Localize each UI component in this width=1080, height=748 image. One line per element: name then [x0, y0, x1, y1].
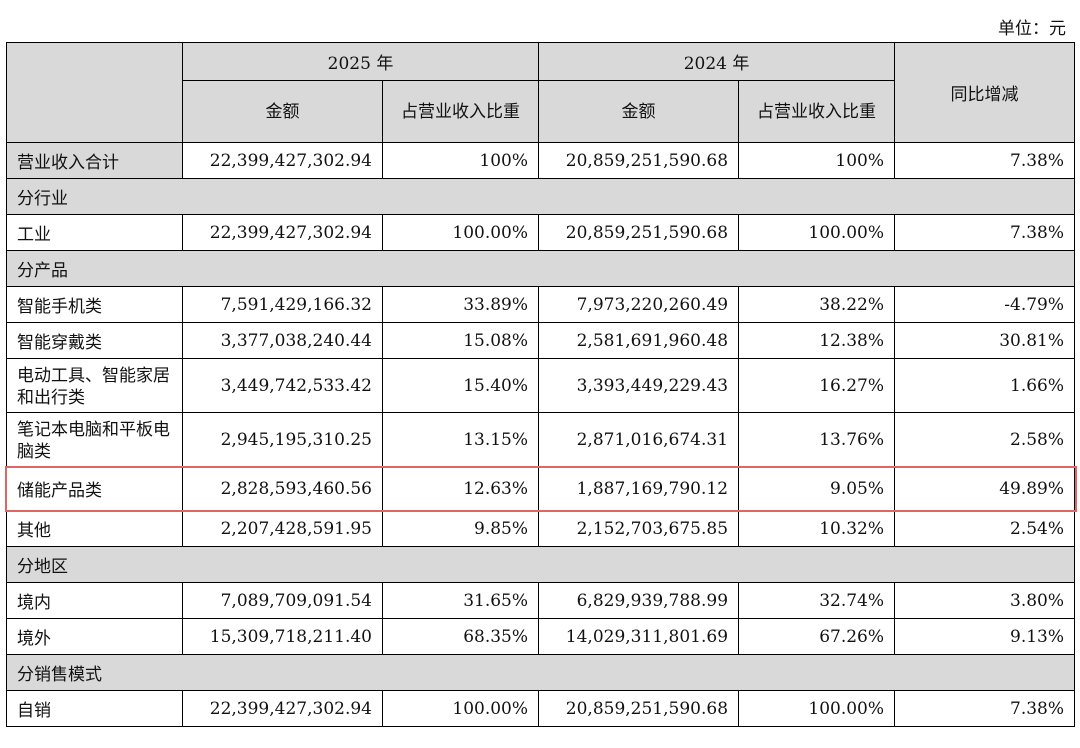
- row-label: 境内: [6, 582, 183, 619]
- header-year-2024: 2024 年: [538, 42, 896, 81]
- amount-2025: 22,399,427,302.94: [182, 690, 383, 727]
- row-label: 自销: [6, 690, 183, 727]
- header-yoy: 同比增减: [894, 42, 1076, 143]
- amount-2025: 22,399,427,302.94: [182, 142, 383, 179]
- yoy: 49.89%: [894, 466, 1076, 511]
- amount-2024: 2,871,016,674.31: [538, 412, 740, 467]
- ratio-2024: 12.38%: [738, 322, 896, 359]
- row-label: 智能手机类: [6, 286, 183, 323]
- table-row-total: 营业收入合计 22,399,427,302.94 100% 20,859,251…: [6, 142, 1076, 179]
- ratio-2024: 32.74%: [738, 582, 896, 619]
- section-label: 分销售模式: [5, 654, 1076, 691]
- section-label: 分地区: [5, 546, 1076, 583]
- ratio-2024: 10.32%: [738, 510, 896, 547]
- header-amount-2024: 金额: [538, 80, 740, 143]
- ratio-2025: 100.00%: [381, 214, 540, 251]
- table-row-smartphone: 智能手机类 7,591,429,166.32 33.89% 7,973,220,…: [6, 286, 1076, 323]
- section-region: 分地区: [5, 546, 1076, 583]
- yoy: 30.81%: [894, 322, 1076, 359]
- header-year-2025: 2025 年: [181, 42, 540, 81]
- table-row-direct: 自销 22,399,427,302.94 100.00% 20,859,251,…: [6, 690, 1076, 727]
- table-row-overseas: 境外 15,309,718,211.40 68.35% 14,029,311,8…: [6, 618, 1076, 655]
- ratio-2025: 100%: [381, 142, 540, 179]
- ratio-2025: 15.08%: [381, 322, 540, 359]
- amount-2024: 20,859,251,590.68: [538, 142, 740, 179]
- ratio-2025: 100.00%: [381, 690, 540, 727]
- amount-2024: 20,859,251,590.68: [538, 214, 740, 251]
- table-row-tools: 电动工具、智能家居和出行类 3,449,742,533.42 15.40% 3,…: [6, 358, 1076, 413]
- yoy: 7.38%: [894, 214, 1076, 251]
- yoy: 9.13%: [894, 618, 1076, 655]
- amount-2024: 2,152,703,675.85: [538, 510, 740, 547]
- ratio-2024: 100.00%: [738, 214, 896, 251]
- row-label: 智能穿戴类: [6, 322, 183, 359]
- yoy: 7.38%: [894, 142, 1076, 179]
- header-ratio-2025: 占营业收入比重: [381, 80, 540, 143]
- row-label: 电动工具、智能家居和出行类: [6, 358, 183, 413]
- amount-2024: 3,393,449,229.43: [538, 358, 740, 413]
- ratio-2025: 68.35%: [381, 618, 540, 655]
- header-ratio-2024: 占营业收入比重: [738, 80, 896, 143]
- table-row-laptop: 笔记本电脑和平板电脑类 2,945,195,310.25 13.15% 2,87…: [6, 412, 1076, 467]
- header-blank-cell: [6, 42, 183, 143]
- ratio-2025: 13.15%: [381, 412, 540, 467]
- ratio-2024: 38.22%: [738, 286, 896, 323]
- section-industry: 分行业: [5, 178, 1076, 215]
- ratio-2025: 12.63%: [381, 466, 540, 511]
- yoy: 1.66%: [894, 358, 1076, 413]
- yoy: 3.80%: [894, 582, 1076, 619]
- ratio-2025: 31.65%: [381, 582, 540, 619]
- amount-2024: 1,887,169,790.12: [538, 466, 740, 511]
- section-product: 分产品: [5, 250, 1076, 287]
- amount-2025: 7,591,429,166.32: [182, 286, 383, 323]
- amount-2024: 6,829,939,788.99: [538, 582, 740, 619]
- ratio-2025: 33.89%: [381, 286, 540, 323]
- unit-label: 单位：元: [998, 19, 1066, 39]
- ratio-2024: 16.27%: [738, 358, 896, 413]
- header-amount-2025: 金额: [182, 80, 383, 143]
- yoy: 2.58%: [894, 412, 1076, 467]
- yoy: 2.54%: [894, 510, 1076, 547]
- amount-2025: 2,828,593,460.56: [182, 466, 383, 511]
- ratio-2024: 9.05%: [738, 466, 896, 511]
- amount-2025: 2,207,428,591.95: [182, 510, 383, 547]
- row-label: 其他: [6, 510, 183, 547]
- amount-2024: 2,581,691,960.48: [538, 322, 740, 359]
- row-label: 境外: [6, 618, 183, 655]
- table-row-domestic: 境内 7,089,709,091.54 31.65% 6,829,939,788…: [6, 582, 1076, 619]
- section-sales-mode: 分销售模式: [5, 654, 1076, 691]
- header-sub-row: 金额 占营业收入比重 金额 占营业收入比重: [7, 80, 1075, 143]
- amount-2025: 22,399,427,302.94: [182, 214, 383, 251]
- amount-2025: 3,449,742,533.42: [182, 358, 383, 413]
- table-row-other: 其他 2,207,428,591.95 9.85% 2,152,703,675.…: [6, 510, 1076, 547]
- amount-2025: 7,089,709,091.54: [182, 582, 383, 619]
- ratio-2024: 67.26%: [738, 618, 896, 655]
- ratio-2024: 100.00%: [738, 690, 896, 727]
- table-row-storage: 储能产品类 2,828,593,460.56 12.63% 1,887,169,…: [6, 466, 1076, 511]
- row-label: 工业: [6, 214, 183, 251]
- amount-2025: 15,309,718,211.40: [182, 618, 383, 655]
- yoy: 7.38%: [894, 690, 1076, 727]
- row-label: 储能产品类: [6, 466, 183, 511]
- revenue-table: 2025 年 2024 年 同比增减 金额 占营业收入比重 金额 占营业收入比重…: [5, 42, 1076, 727]
- ratio-2025: 9.85%: [381, 510, 540, 547]
- row-label: 营业收入合计: [6, 142, 183, 179]
- header-year-row: 2025 年 2024 年 同比增减: [6, 42, 1076, 143]
- amount-2025: 3,377,038,240.44: [182, 322, 383, 359]
- ratio-2025: 15.40%: [381, 358, 540, 413]
- row-label: 笔记本电脑和平板电脑类: [6, 412, 183, 467]
- table-row-wearable: 智能穿戴类 3,377,038,240.44 15.08% 2,581,691,…: [6, 322, 1076, 359]
- ratio-2024: 100%: [738, 142, 896, 179]
- yoy: -4.79%: [894, 286, 1076, 323]
- section-label: 分行业: [5, 178, 1076, 215]
- amount-2025: 2,945,195,310.25: [182, 412, 383, 467]
- table-row-industrial: 工业 22,399,427,302.94 100.00% 20,859,251,…: [6, 214, 1076, 251]
- amount-2024: 7,973,220,260.49: [538, 286, 740, 323]
- amount-2024: 20,859,251,590.68: [538, 690, 740, 727]
- amount-2024: 14,029,311,801.69: [538, 618, 740, 655]
- section-label: 分产品: [5, 250, 1076, 287]
- ratio-2024: 13.76%: [738, 412, 896, 467]
